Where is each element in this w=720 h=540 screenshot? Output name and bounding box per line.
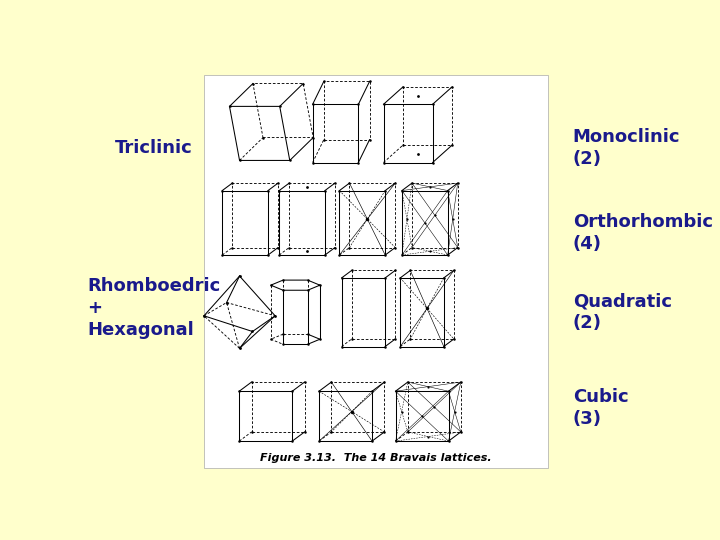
Text: Triclinic: Triclinic [115, 139, 193, 157]
Text: Cubic
(3): Cubic (3) [572, 388, 629, 428]
Text: Rhomboedric
+
Hexagonal: Rhomboedric + Hexagonal [88, 277, 221, 339]
Text: Monoclinic
(2): Monoclinic (2) [572, 128, 680, 168]
Text: Figure 3.13.  The 14 Bravais lattices.: Figure 3.13. The 14 Bravais lattices. [261, 453, 492, 463]
Text: Orthorhombic
(4): Orthorhombic (4) [572, 213, 713, 253]
Text: Quadratic
(2): Quadratic (2) [572, 292, 672, 332]
FancyBboxPatch shape [204, 75, 547, 468]
